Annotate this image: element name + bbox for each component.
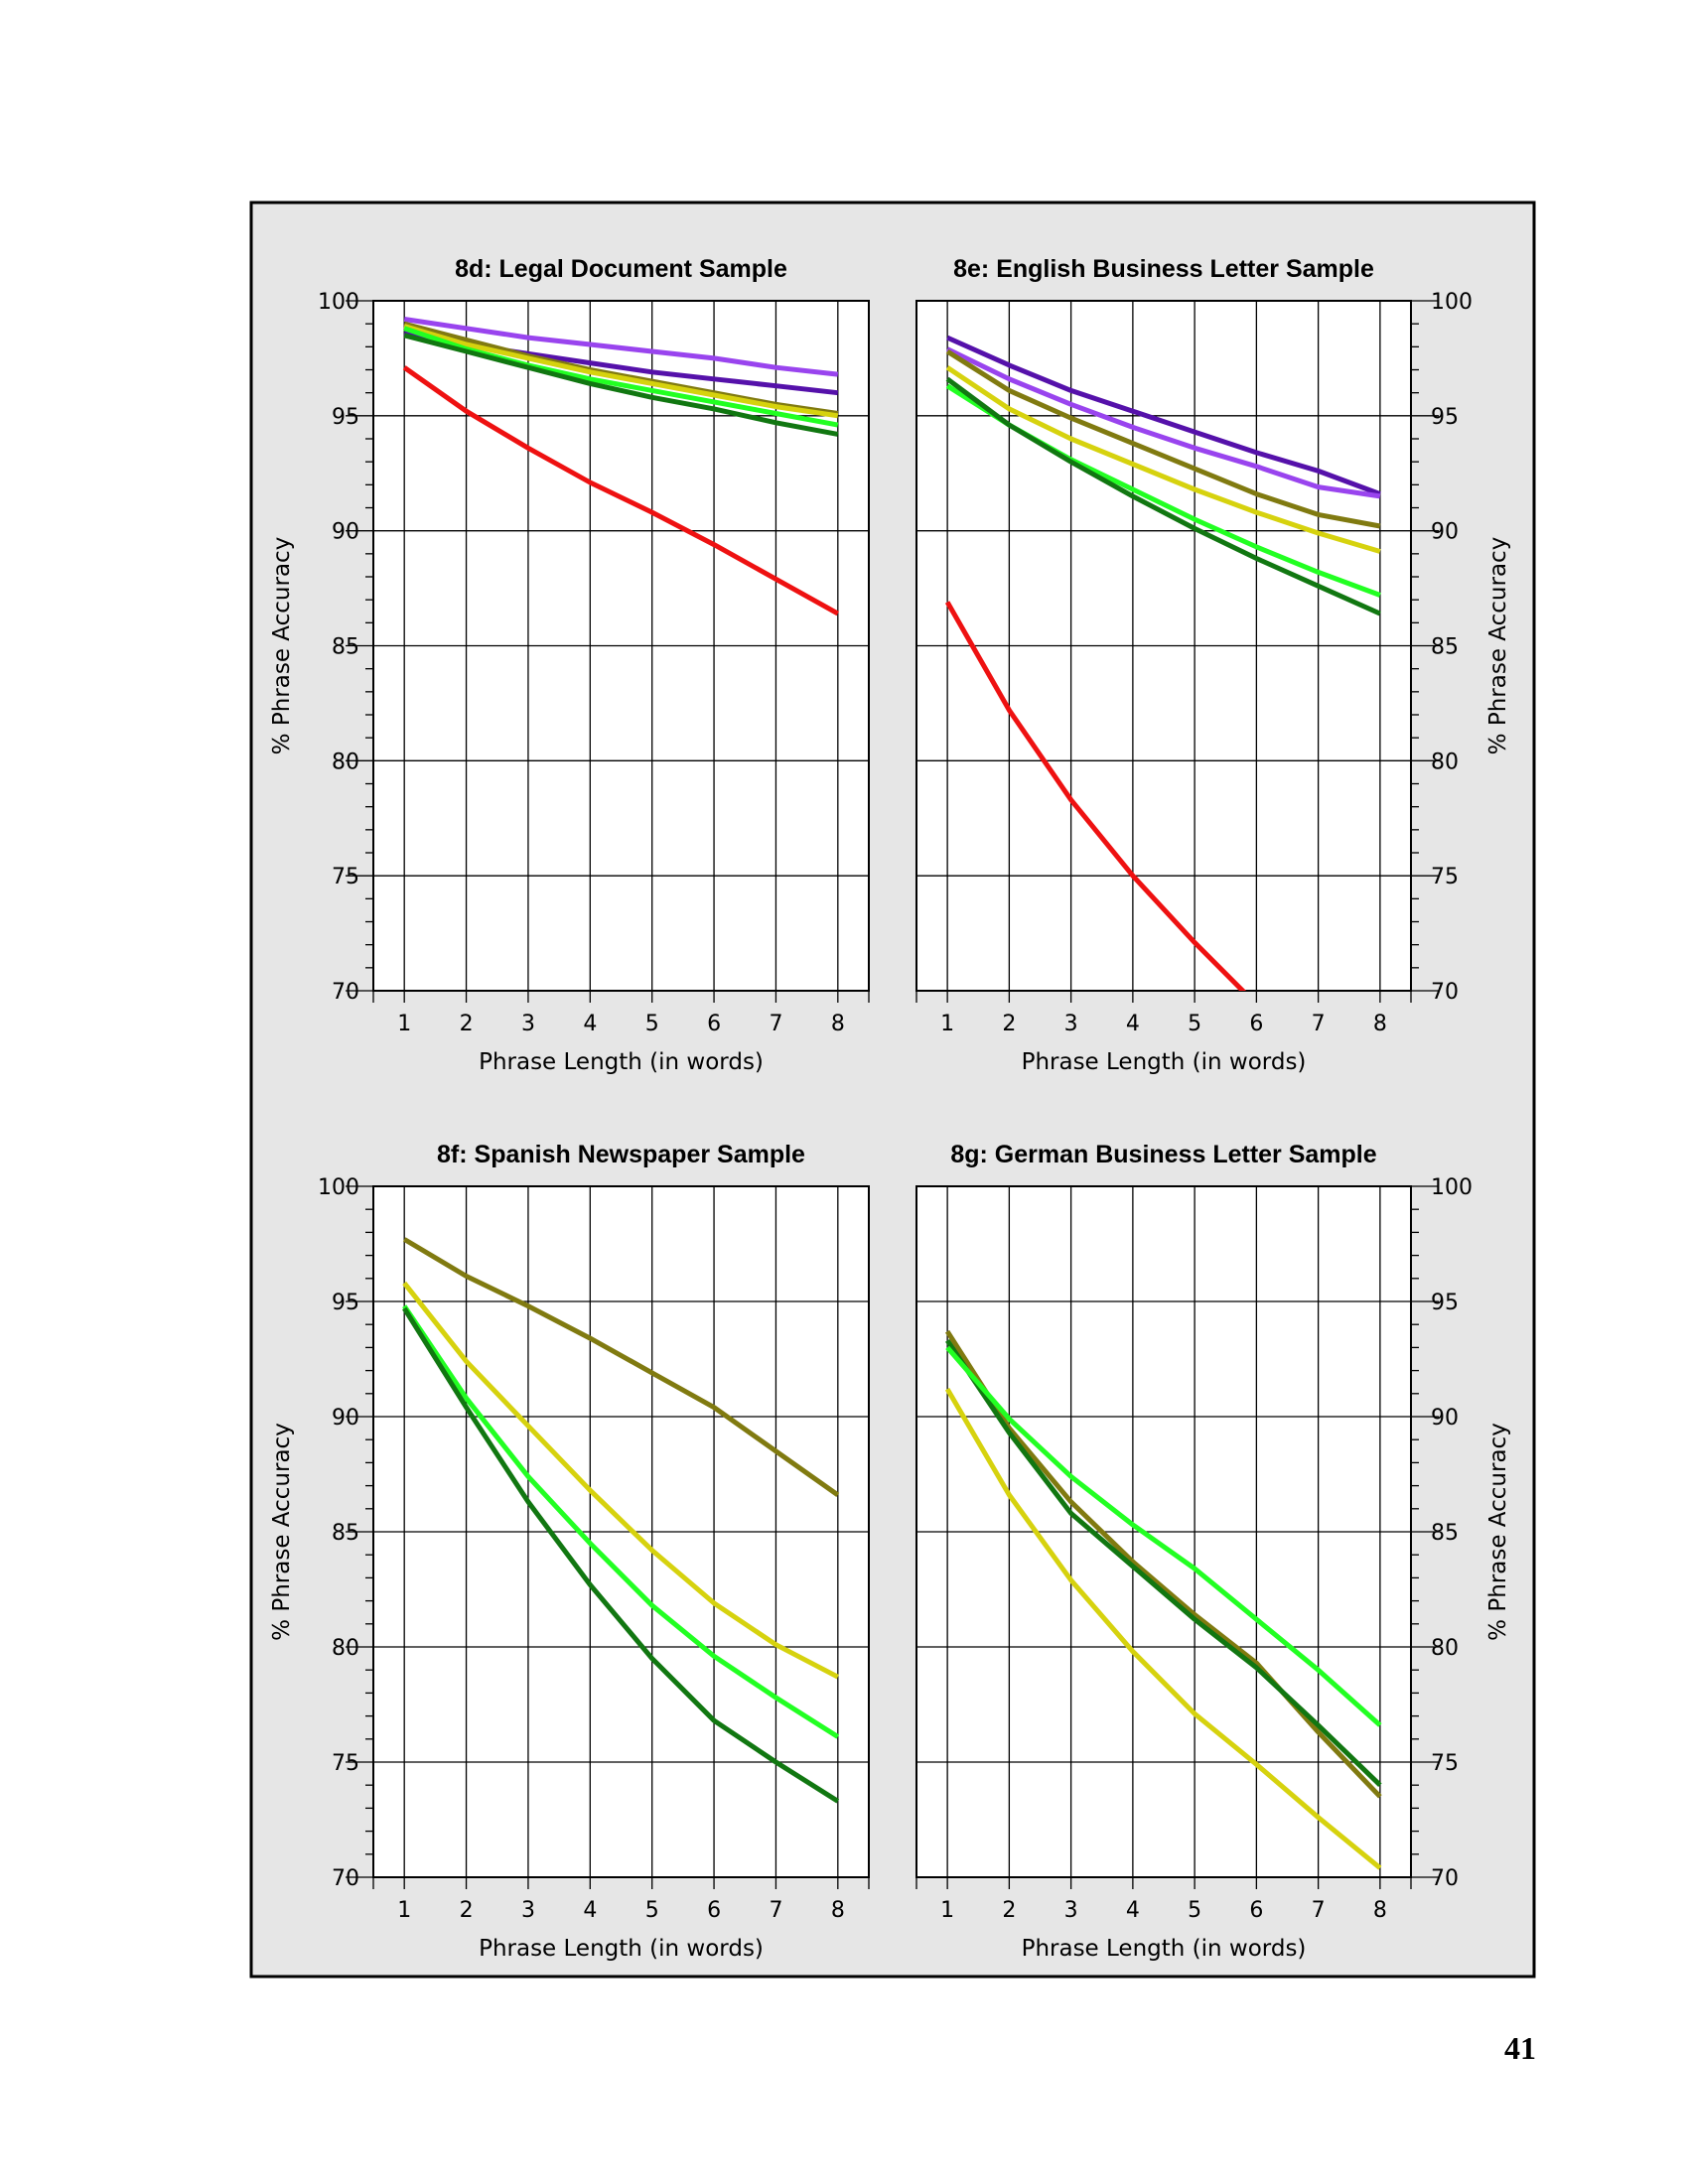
x-axis-title: Phrase Length (in words) [479, 1049, 764, 1075]
series-line-purple [946, 346, 1381, 499]
y-tick-label: 85 [332, 635, 359, 660]
x-tick-label: 2 [1002, 1898, 1016, 1923]
x-tick-label: 8 [831, 1012, 845, 1036]
series-line-yellow [402, 1281, 839, 1680]
y-tick-label: 90 [1431, 1406, 1459, 1431]
chart-8f: 70 75 80 85 90 95 100 1 2 3 4 5 6 7 8 Phrase Length (in… [269, 1141, 870, 1962]
x-tick-label: 5 [1188, 1898, 1201, 1923]
x-tick-label: 1 [397, 1012, 411, 1036]
y-axis-title: % Phrase Accuracy [1485, 537, 1511, 755]
y-tick-label: 95 [332, 405, 359, 430]
chart-title: 8g: German Business Letter Sample [950, 1141, 1376, 1168]
x-axis-title: Phrase Length (in words) [479, 1936, 764, 1962]
y-tick-label: 70 [332, 980, 359, 1005]
y-tick-label: 80 [1431, 750, 1459, 774]
x-tick-label: 2 [1002, 1012, 1016, 1036]
chart-8d: 70 75 80 85 90 95 100 1 2 3 4 5 6 7 8 Phrase Length (in… [269, 255, 870, 1075]
series-line-purple [403, 317, 839, 377]
x-tick-label: 8 [1373, 1898, 1387, 1923]
series-line-green [402, 1306, 840, 1804]
series-line-green [403, 333, 839, 437]
x-tick-label: 3 [521, 1898, 535, 1923]
y-tick-label: 85 [1431, 1521, 1459, 1546]
chart-8g: 70 75 80 85 90 95 100 1 2 3 4 5 6 7 8 Phrase Length (in… [915, 1141, 1511, 1962]
series-line-lime [945, 1345, 1382, 1727]
series-line-red [944, 601, 1247, 991]
y-tick-label: 80 [332, 1636, 359, 1661]
series-line-indigo [946, 335, 1381, 496]
x-tick-label: 4 [1126, 1012, 1140, 1036]
x-tick-label: 1 [940, 1012, 954, 1036]
series-line-yellow [944, 1387, 1382, 1870]
y-tick-label: 100 [1431, 1175, 1473, 1200]
y-tick-label: 75 [1431, 865, 1459, 889]
y-tick-label: 90 [332, 1406, 359, 1431]
x-axis-title: Phrase Length (in words) [1022, 1936, 1307, 1962]
y-tick-label: 95 [1431, 405, 1459, 430]
series-line-olive [945, 348, 1381, 529]
series-line-green [945, 376, 1381, 616]
chart-title: 8f: Spanish Newspaper Sample [437, 1141, 805, 1168]
y-tick-label: 100 [318, 290, 359, 315]
x-tick-label: 6 [707, 1012, 721, 1036]
y-tick-label: 95 [1431, 1291, 1459, 1315]
series-line-green [945, 1339, 1382, 1787]
x-tick-label: 1 [397, 1898, 411, 1923]
x-tick-label: 2 [460, 1012, 474, 1036]
y-tick-label: 95 [332, 1291, 359, 1315]
x-tick-label: 3 [521, 1012, 535, 1036]
x-tick-label: 4 [583, 1012, 597, 1036]
y-axis-title: % Phrase Accuracy [1485, 1423, 1511, 1641]
x-tick-label: 7 [769, 1012, 782, 1036]
y-tick-label: 80 [332, 750, 359, 774]
x-tick-label: 2 [460, 1898, 474, 1923]
series-line-olive [402, 1237, 840, 1497]
series-line-yellow [403, 324, 839, 419]
series-line-lime [402, 1304, 840, 1739]
y-tick-label: 100 [1431, 290, 1473, 315]
x-tick-label: 6 [1249, 1898, 1263, 1923]
y-tick-label: 85 [1431, 635, 1459, 660]
x-tick-label: 4 [583, 1898, 597, 1923]
y-tick-label: 75 [332, 1751, 359, 1776]
y-tick-label: 85 [332, 1521, 359, 1546]
x-tick-label: 7 [1312, 1012, 1326, 1036]
series-line-red [402, 365, 840, 616]
chart-title: 8d: Legal Document Sample [455, 255, 787, 283]
y-tick-label: 70 [1431, 1866, 1459, 1891]
y-tick-label: 75 [332, 865, 359, 889]
chart-title: 8e: English Business Letter Sample [953, 255, 1374, 283]
y-tick-label: 80 [1431, 1636, 1459, 1661]
x-tick-label: 1 [940, 1898, 954, 1923]
x-tick-label: 6 [707, 1898, 721, 1923]
x-tick-label: 3 [1064, 1898, 1078, 1923]
x-tick-label: 7 [1312, 1898, 1326, 1923]
chart-8e: 70 75 80 85 90 95 100 1 2 3 4 5 6 7 8 Phrase Length (in… [915, 255, 1511, 1075]
y-axis-title: % Phrase Accuracy [269, 537, 295, 755]
y-tick-label: 75 [1431, 1751, 1459, 1776]
y-tick-label: 100 [318, 1175, 359, 1200]
y-tick-label: 70 [332, 1866, 359, 1891]
page-number: 41 [1504, 2030, 1536, 2066]
x-tick-label: 8 [831, 1898, 845, 1923]
x-tick-label: 3 [1064, 1012, 1078, 1036]
x-axis-title: Phrase Length (in words) [1022, 1049, 1307, 1075]
x-tick-label: 7 [769, 1898, 782, 1923]
x-tick-label: 5 [645, 1012, 659, 1036]
x-tick-label: 4 [1126, 1898, 1140, 1923]
y-tick-label: 90 [332, 520, 359, 545]
series-line-olive [944, 1329, 1382, 1799]
x-tick-label: 5 [645, 1898, 659, 1923]
y-axis-title: % Phrase Accuracy [269, 1423, 295, 1641]
x-tick-label: 6 [1249, 1012, 1263, 1036]
series-line-yellow [945, 365, 1381, 554]
y-tick-label: 90 [1431, 520, 1459, 545]
x-tick-label: 5 [1188, 1012, 1201, 1036]
x-tick-label: 8 [1373, 1012, 1387, 1036]
y-tick-label: 70 [1431, 980, 1459, 1005]
